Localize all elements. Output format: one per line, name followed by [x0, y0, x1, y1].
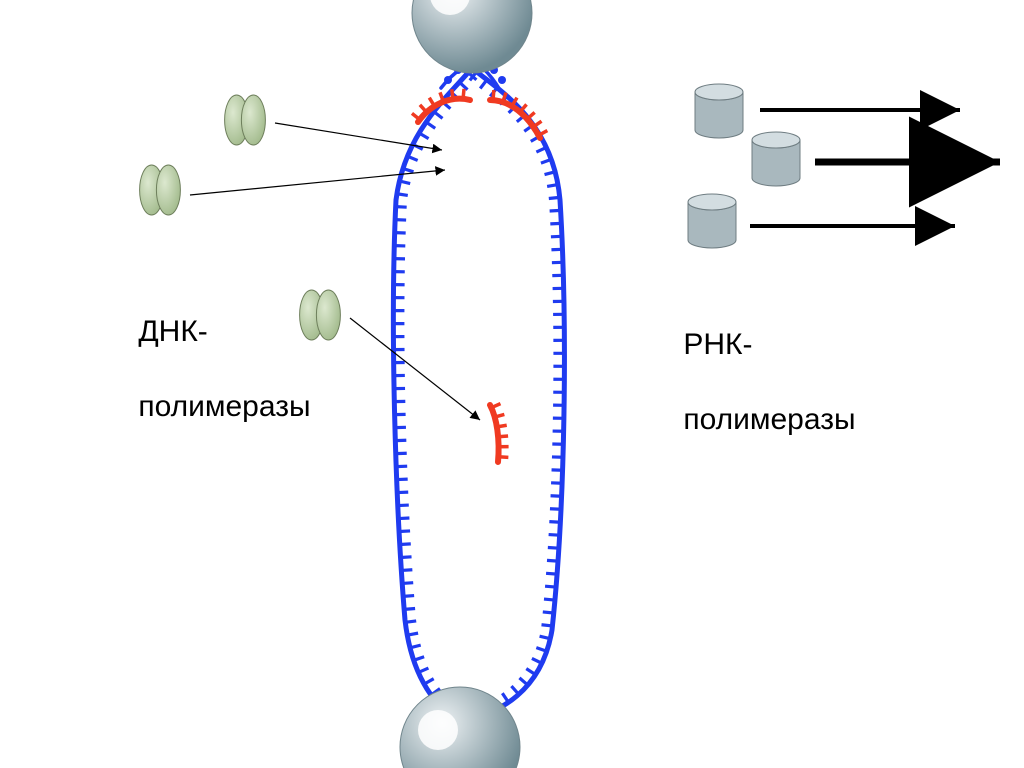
dna-loop — [393, 46, 564, 720]
rna-polymerase-label: РНК- полимеразы — [650, 288, 856, 476]
rna-label-line2: полимеразы — [683, 403, 855, 436]
diagram-canvas: ДНК- полимеразы РНК- полимеразы — [0, 0, 1024, 768]
dna-polymerase-label: ДНК- полимеразы — [105, 275, 311, 463]
dna-label-line2: полимеразы — [138, 390, 310, 423]
dna-label-line1: ДНК- — [138, 315, 207, 348]
rna-label-line1: РНК- — [683, 328, 752, 361]
rna-fragments — [412, 89, 547, 462]
